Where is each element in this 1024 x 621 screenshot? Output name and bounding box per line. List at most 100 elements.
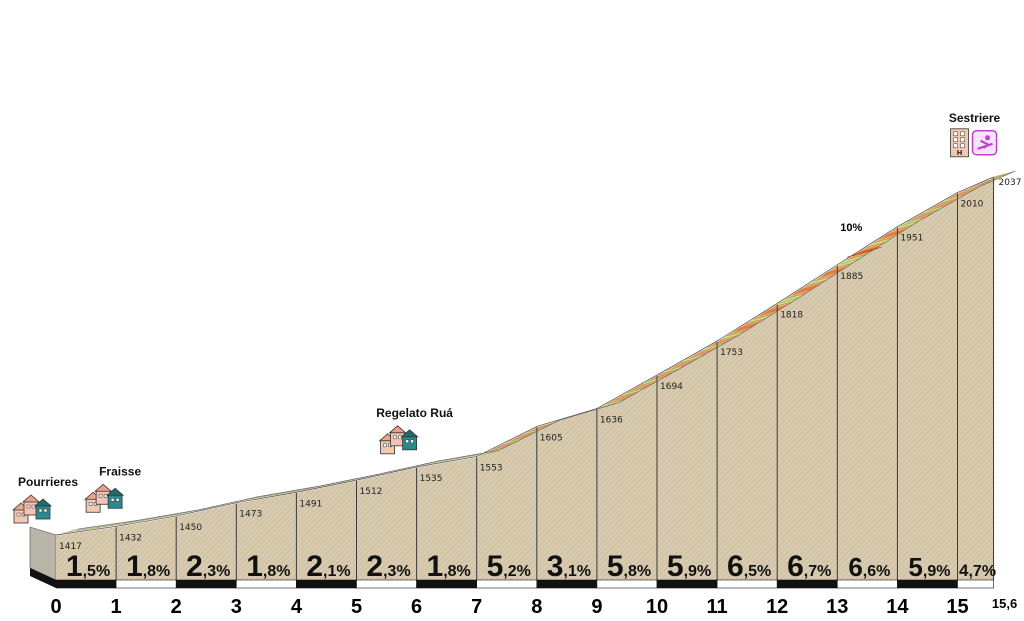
gradient-integer: 6: [727, 550, 744, 583]
hotel-window: [953, 143, 958, 149]
gradient-label: 3,1%: [547, 550, 591, 583]
house-roof: [21, 494, 41, 503]
gradient-decimal: ,2%: [503, 563, 531, 580]
gradient-decimal: ,7%: [968, 563, 996, 580]
gradient-decimal: ,7%: [804, 563, 832, 580]
house-window: [410, 439, 414, 444]
elevation-label: 1818: [780, 310, 803, 320]
elevation-label: 1512: [360, 487, 383, 497]
gradient-decimal: ,1%: [323, 563, 351, 580]
km-bar-segment: [596, 579, 658, 589]
elevation-label: 1951: [900, 234, 923, 244]
gradient-integer: 1: [126, 550, 143, 583]
km-tick-label: 15: [946, 596, 968, 618]
km-bar-segment: [836, 579, 898, 589]
gradient-label: 5,9%: [667, 550, 711, 583]
house-window: [88, 502, 93, 506]
gradient-decimal: ,8%: [263, 563, 291, 580]
place-name: Sestriere: [949, 111, 1001, 125]
gradient-label: 5,2%: [487, 550, 531, 583]
km-tick-label: 14: [886, 596, 909, 618]
house-body: [402, 435, 418, 451]
skier-head: [985, 135, 991, 141]
gradient-integer: 1: [66, 550, 83, 583]
total-distance-label: 15,6: [992, 596, 1017, 611]
gradient-decimal: ,8%: [443, 563, 471, 580]
gradient-decimal: ,3%: [383, 563, 411, 580]
gradient-integer: 3: [547, 550, 564, 583]
gradient-integer: 5: [487, 550, 504, 583]
km-tick-label: 13: [826, 596, 848, 618]
elevation-label: 1473: [239, 510, 262, 520]
gradient-decimal: ,3%: [203, 563, 231, 580]
house-window: [115, 498, 120, 502]
gradient-decimal: ,5%: [744, 563, 772, 580]
house-window: [398, 435, 402, 440]
elevation-label: 1417: [59, 542, 82, 552]
house-window: [103, 494, 108, 498]
house-roof: [400, 429, 419, 438]
house-window: [110, 498, 115, 502]
gradient-integer: 6: [787, 550, 804, 583]
elevation-label: 1753: [720, 348, 743, 358]
village-icon: [11, 494, 53, 524]
gradient-label: 6,6%: [848, 552, 890, 582]
km-tick-label: 11: [707, 596, 728, 618]
gradient-integer: 2: [186, 550, 203, 583]
km-tick-label: 3: [231, 596, 242, 618]
km-tick-label: 7: [471, 596, 482, 618]
elevation-label: 1535: [420, 474, 443, 484]
profile-edge-line: [55, 176, 994, 536]
village-icon: [84, 483, 125, 513]
house-roof: [106, 487, 125, 496]
km-tick-label: 2: [171, 596, 182, 618]
km-tick-label: 5: [351, 596, 362, 618]
max-gradient-label: 10%: [840, 222, 862, 234]
house-roof: [388, 425, 407, 434]
tall-house: [94, 483, 113, 505]
house-roof: [33, 498, 53, 507]
gradient-decimal: ,5%: [83, 563, 111, 580]
gradient-decimal: ,8%: [624, 563, 652, 580]
gradient-decimal: ,9%: [923, 563, 951, 580]
place-name: Regelato Ruá: [376, 406, 453, 420]
km-bar-segment: [416, 579, 478, 589]
km-bar-segment: [356, 579, 417, 589]
gradient-label: 1,8%: [427, 550, 471, 583]
profile-ribbon-far-edge: [77, 170, 1016, 530]
gradient-decimal: ,9%: [684, 563, 712, 580]
gradient-label: 6,7%: [787, 550, 831, 583]
km-bar-segment: [776, 579, 838, 589]
km-bar-segment: [476, 579, 538, 589]
km-bar-segment: [716, 579, 778, 589]
elevation-label: 2037: [999, 178, 1022, 188]
gradient-label: 2,3%: [186, 550, 230, 583]
elevation-label: 1432: [119, 533, 142, 543]
km-bar-segment: [296, 579, 357, 589]
hotel-window: [960, 137, 965, 143]
place-name: Fraisse: [99, 464, 141, 478]
teal-house: [400, 429, 419, 451]
house-window: [38, 508, 43, 513]
km-bar-segment: [536, 579, 598, 589]
teal-house: [106, 487, 125, 509]
gradient-label: 1,5%: [66, 550, 110, 583]
house-body: [35, 504, 51, 520]
max-gradient-mark: [847, 246, 882, 258]
gradient-decimal: ,1%: [563, 563, 591, 580]
gradient-label: 2,3%: [366, 550, 410, 583]
km-tick-label: 8: [531, 596, 542, 618]
house-window: [405, 439, 409, 444]
elevation-label: 2010: [961, 200, 984, 210]
km-tick-label: 0: [50, 596, 61, 618]
elevation-label: 1450: [179, 523, 202, 533]
gradient-integer: 2: [306, 550, 323, 583]
house-window: [98, 494, 103, 498]
gradient-integer: 6: [848, 552, 862, 582]
gradient-label: 5,8%: [607, 550, 651, 583]
house-window: [383, 443, 387, 448]
gradient-decimal: ,6%: [863, 563, 891, 580]
gradient-integer: 1: [246, 550, 263, 583]
